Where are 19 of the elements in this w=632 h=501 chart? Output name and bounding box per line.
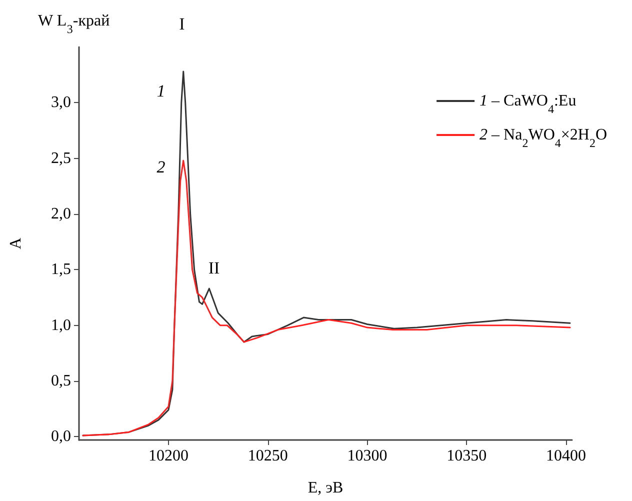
y-tick-label: 1,0 <box>51 316 71 334</box>
annotation: II <box>208 258 220 278</box>
y-tick-label: 3,0 <box>51 94 71 112</box>
x-tick-label: 10350 <box>446 448 487 464</box>
y-tick-label: 0,5 <box>51 372 71 390</box>
x-tick-label: 10300 <box>347 448 388 464</box>
x-tick-label: 10400 <box>546 448 586 464</box>
x-tick-label: 10250 <box>248 448 288 464</box>
y-axis-title: A <box>8 237 24 250</box>
x-axis-title: E, эВ <box>308 480 344 496</box>
y-tick-label: 1,5 <box>51 261 71 278</box>
y-tick-label: 0,0 <box>51 428 71 446</box>
x-tick-label: 10200 <box>148 448 188 464</box>
y-tick-label: 2,0 <box>51 205 71 222</box>
text: I <box>179 14 186 34</box>
annotation: 2 <box>156 158 166 176</box>
y-tick-label: 2,5 <box>51 150 71 167</box>
annotation: 1 <box>156 82 166 100</box>
line-series <box>82 160 571 436</box>
